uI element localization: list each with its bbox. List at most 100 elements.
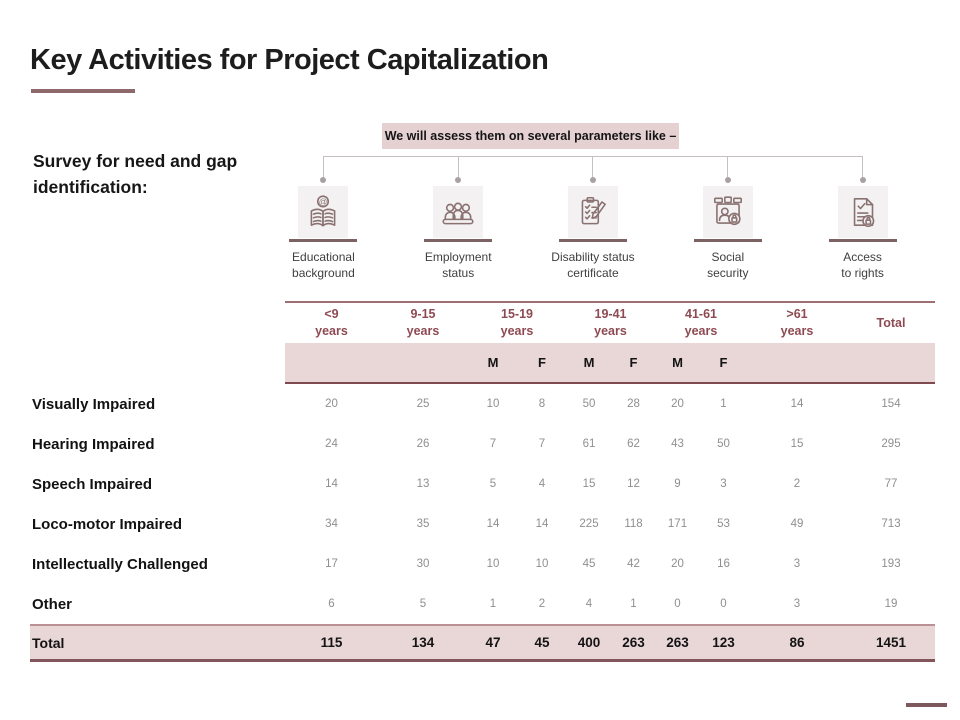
header-spacer	[847, 343, 935, 384]
gender-header-f: F	[518, 343, 566, 384]
table-cell: 4	[585, 598, 593, 610]
table-row-other: Other 6 5 1 2 4 1 0 0 3 19	[30, 584, 935, 624]
table-row-visually-impaired: Visually Impaired 20 25 10 8 50 28 20 1 …	[30, 384, 935, 424]
open-book-at-icon: @	[298, 186, 349, 238]
col-header-41-61: 41-61 years	[655, 301, 747, 343]
row-label: Hearing Impaired	[32, 435, 155, 453]
table-cell: 24	[325, 438, 338, 450]
table-cell: 0	[674, 598, 681, 610]
table-cell: 118	[624, 518, 643, 530]
table-cell: 4	[538, 478, 546, 490]
connector-dot	[589, 177, 596, 183]
connector-branch	[592, 156, 594, 177]
table-cell: 42	[627, 558, 640, 570]
table-cell: 1	[489, 598, 497, 610]
table-cell: 9	[674, 478, 681, 490]
table-cell: 713	[881, 518, 901, 530]
header-spacer	[378, 343, 468, 384]
table-cell: 13	[416, 478, 430, 490]
table-cell: 53	[717, 518, 730, 530]
parameter-label: Social security	[707, 250, 749, 280]
icon-base-bar	[558, 239, 627, 242]
parameter-employment-status: Employment status	[391, 149, 526, 281]
row-label: Other	[32, 595, 73, 613]
table-cell: 14	[790, 398, 804, 410]
header-spacer	[285, 343, 378, 384]
table-cell: 10	[535, 558, 549, 570]
table-cell: 28	[627, 398, 640, 410]
intro-text: Survey for need and gap identification:	[33, 151, 238, 198]
total-cell: 1451	[847, 624, 935, 662]
table-cell: 20	[671, 558, 684, 570]
page-title: Key Activities for Project Capitalizatio…	[30, 44, 549, 76]
table-cell: 2	[793, 478, 801, 490]
svg-text:@: @	[319, 197, 328, 207]
parameter-disability-status-certificate: Disability status certificate	[526, 149, 661, 281]
table-cell: 49	[790, 518, 804, 530]
table-cell: 20	[671, 398, 684, 410]
total-cell: 45	[518, 624, 566, 662]
table-cell: 3	[793, 598, 801, 610]
row-label: Visually Impaired	[32, 395, 156, 413]
table-cell: 8	[538, 398, 546, 410]
table-cell: 7	[538, 438, 546, 450]
col-header-under-9: <9 years	[285, 301, 378, 343]
survey-table: <9 years 9-15 years 15-19 years 19-41 ye…	[30, 301, 935, 662]
parameter-label: Educational background	[292, 250, 355, 280]
table-cell: 171	[667, 518, 688, 530]
table-cell: 225	[579, 518, 599, 530]
total-cell: 86	[747, 624, 847, 662]
parameter-social-security: Social security	[660, 149, 795, 281]
table-cell: 3	[793, 558, 801, 570]
table-cell: 20	[325, 398, 338, 410]
table-cell: 14	[486, 518, 500, 530]
clipboard-pencil-icon	[567, 186, 618, 238]
assessment-banner: We will assess them on several parameter…	[382, 123, 679, 149]
gender-header-m: M	[655, 343, 700, 384]
footer-accent-bar	[906, 703, 947, 707]
table-cell: 15	[790, 438, 804, 450]
gender-header-f: F	[612, 343, 655, 384]
table-cell: 295	[881, 438, 901, 450]
document-check-lock-icon	[837, 186, 888, 238]
row-label: Intellectually Challenged	[32, 555, 208, 573]
table-cell: 1	[720, 398, 727, 410]
connector-branch	[322, 156, 324, 177]
header-spacer	[747, 343, 847, 384]
table-cell: 26	[416, 438, 430, 450]
table-cell: 50	[717, 438, 730, 450]
header-spacer	[30, 343, 285, 384]
icon-base-bar	[693, 239, 762, 242]
title-underline	[31, 89, 135, 93]
table-cell: 2	[538, 598, 546, 610]
table-row-intellectually-challenged: Intellectually Challenged 17 30 10 10 45…	[30, 544, 935, 584]
row-label: Speech Impaired	[32, 475, 153, 493]
table-total-row: Total 115 134 47 45 400 263 263 123 86 1…	[30, 624, 935, 662]
parameters-diagram: @ Educational background	[256, 149, 930, 281]
table-cell: 34	[325, 518, 338, 530]
table-cell: 77	[884, 478, 898, 490]
table-cell: 10	[486, 558, 500, 570]
col-header-over-61: >61 years	[747, 301, 847, 343]
people-group-icon	[433, 186, 484, 238]
table-cell: 10	[486, 398, 500, 410]
col-header-19-41: 19-41 years	[566, 301, 655, 343]
gender-header-m: M	[468, 343, 518, 384]
table-cell: 35	[416, 518, 430, 530]
total-row-label: Total	[30, 624, 285, 662]
total-cell: 263	[655, 624, 700, 662]
table-cell: 16	[717, 558, 730, 570]
browser-person-lock-icon	[702, 186, 753, 238]
table-cell: 193	[881, 558, 901, 570]
connector-dot	[320, 177, 327, 183]
table-cell: 15	[582, 478, 596, 490]
connector-dot	[859, 177, 866, 183]
table-cell: 50	[582, 398, 596, 410]
table-row-speech-impaired: Speech Impaired 14 13 5 4 15 12 9 3 2 77	[30, 464, 935, 504]
connector-branch	[457, 156, 459, 177]
gender-header-m: M	[566, 343, 612, 384]
table-cell: 17	[325, 558, 338, 570]
icon-base-bar	[289, 239, 358, 242]
col-header-15-19: 15-19 years	[468, 301, 566, 343]
